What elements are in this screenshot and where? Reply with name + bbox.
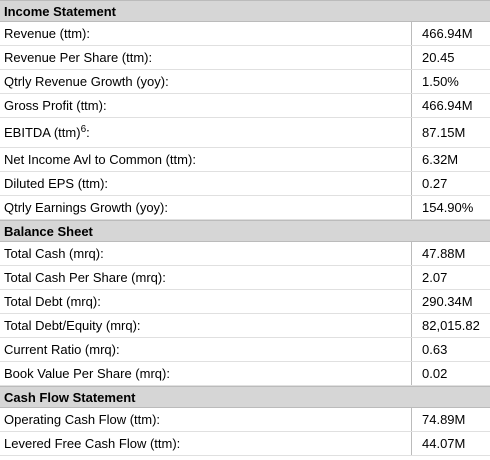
row-value: 0.27 (422, 176, 448, 191)
row-label: EBITDA (ttm) (4, 125, 81, 140)
row-value-cell: 20.45 (412, 46, 490, 69)
table-row: Total Debt/Equity (mrq): 82,015.82 (0, 314, 490, 338)
table-row: Net Income Avl to Common (ttm): 6.32M (0, 148, 490, 172)
row-value: 2.07 (422, 270, 448, 285)
section-header: Cash Flow Statement (0, 386, 490, 408)
row-label-cell: Current Ratio (mrq): (0, 338, 412, 361)
row-label-cell: Qtrly Revenue Growth (yoy): (0, 70, 412, 93)
row-label-cell: Gross Profit (ttm): (0, 94, 412, 117)
row-label-cell: Revenue (ttm): (0, 22, 412, 45)
row-label-cell: Book Value Per Share (mrq): (0, 362, 412, 385)
row-value-cell: 1.50% (412, 70, 490, 93)
table-row: Diluted EPS (ttm): 0.27 (0, 172, 490, 196)
row-value: 1.50% (422, 74, 459, 89)
row-label: Diluted EPS (ttm): (4, 176, 109, 191)
row-label: Revenue (ttm): (4, 26, 90, 41)
table-row: Operating Cash Flow (ttm): 74.89M (0, 408, 490, 432)
row-label: Revenue Per Share (ttm): (4, 50, 153, 65)
row-value: 74.89M (422, 412, 466, 427)
row-label-cell: Revenue Per Share (ttm): (0, 46, 412, 69)
table-row: Revenue (ttm): 466.94M (0, 22, 490, 46)
row-value: 154.90% (422, 200, 474, 215)
row-label: Total Debt (mrq): (4, 294, 101, 309)
section-header: Balance Sheet (0, 220, 490, 242)
table-row: Qtrly Revenue Growth (yoy): 1.50% (0, 70, 490, 94)
row-label-cell: EBITDA (ttm) 6: (0, 118, 412, 147)
table-row: Total Cash (mrq): 47.88M (0, 242, 490, 266)
section-header: Income Statement (0, 0, 490, 22)
row-label-cell: Levered Free Cash Flow (ttm): (0, 432, 412, 455)
row-value-cell: 466.94M (412, 94, 490, 117)
table-row: Levered Free Cash Flow (ttm): 44.07M (0, 432, 490, 456)
row-label-cell: Total Debt (mrq): (0, 290, 412, 313)
row-label: Qtrly Revenue Growth (yoy): (4, 74, 169, 89)
row-label-cell: Total Debt/Equity (mrq): (0, 314, 412, 337)
row-label: Operating Cash Flow (ttm): (4, 412, 161, 427)
row-value: 82,015.82 (422, 318, 480, 333)
row-value: 0.63 (422, 342, 448, 357)
row-value: 466.94M (422, 98, 473, 113)
footnote-marker: 6 (80, 124, 87, 135)
row-label-cell: Total Cash Per Share (mrq): (0, 266, 412, 289)
table-row: EBITDA (ttm) 6: 87.15M (0, 118, 490, 148)
row-value: 87.15M (422, 125, 466, 140)
row-label: Gross Profit (ttm): (4, 98, 107, 113)
row-value-cell: 82,015.82 (412, 314, 490, 337)
table-row: Book Value Per Share (mrq): 0.02 (0, 362, 490, 386)
table-row: Current Ratio (mrq): 0.63 (0, 338, 490, 362)
row-value-cell: 87.15M (412, 118, 490, 147)
row-value-cell: 154.90% (412, 196, 490, 219)
row-value: 20.45 (422, 50, 455, 65)
row-value-cell: 6.32M (412, 148, 490, 171)
row-label-cell: Total Cash (mrq): (0, 242, 412, 265)
row-label-cell: Qtrly Earnings Growth (yoy): (0, 196, 412, 219)
row-label: Qtrly Earnings Growth (yoy): (4, 200, 168, 215)
row-value: 290.34M (422, 294, 473, 309)
row-value-cell: 290.34M (412, 290, 490, 313)
row-value: 44.07M (422, 436, 466, 451)
row-label: Total Cash Per Share (mrq): (4, 270, 166, 285)
row-label: Levered Free Cash Flow (ttm): (4, 436, 181, 451)
row-value: 47.88M (422, 246, 466, 261)
row-value-cell: 0.27 (412, 172, 490, 195)
row-label-cell: Net Income Avl to Common (ttm): (0, 148, 412, 171)
row-value: 466.94M (422, 26, 473, 41)
table-row: Total Debt (mrq): 290.34M (0, 290, 490, 314)
row-label-cell: Operating Cash Flow (ttm): (0, 408, 412, 431)
table-row: Revenue Per Share (ttm): 20.45 (0, 46, 490, 70)
row-value: 6.32M (422, 152, 459, 167)
row-value-cell: 0.63 (412, 338, 490, 361)
row-label: Total Debt/Equity (mrq): (4, 318, 141, 333)
row-value-cell: 47.88M (412, 242, 490, 265)
row-label: Current Ratio (mrq): (4, 342, 120, 357)
row-value-cell: 2.07 (412, 266, 490, 289)
row-value-cell: 44.07M (412, 432, 490, 455)
row-value: 0.02 (422, 366, 448, 381)
table-row: Gross Profit (ttm): 466.94M (0, 94, 490, 118)
row-label: Net Income Avl to Common (ttm): (4, 152, 196, 167)
table-row: Qtrly Earnings Growth (yoy): 154.90% (0, 196, 490, 220)
row-value-cell: 0.02 (412, 362, 490, 385)
row-label: Total Cash (mrq): (4, 246, 104, 261)
row-value-cell: 466.94M (412, 22, 490, 45)
table-row: Total Cash Per Share (mrq): 2.07 (0, 266, 490, 290)
row-value-cell: 74.89M (412, 408, 490, 431)
row-label: Book Value Per Share (mrq): (4, 366, 170, 381)
row-label-cell: Diluted EPS (ttm): (0, 172, 412, 195)
label-suffix: : (86, 125, 90, 140)
